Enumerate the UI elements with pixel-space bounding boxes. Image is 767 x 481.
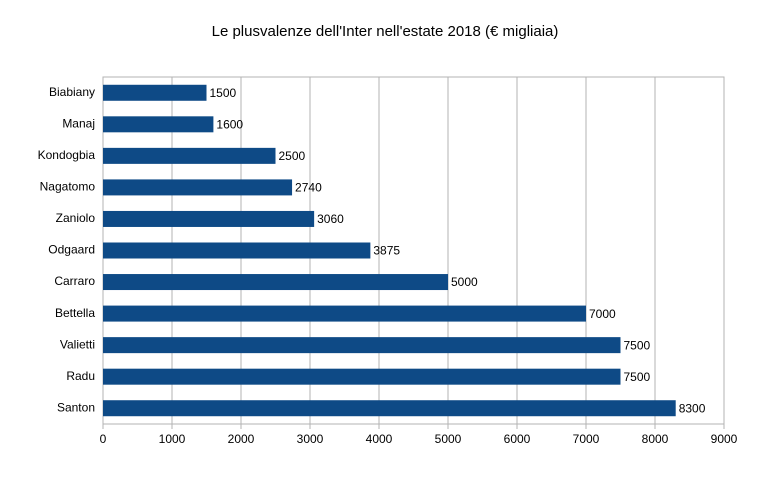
y-tick-label: Santon [57,400,95,414]
bar [103,116,214,133]
data-label: 3875 [373,244,400,258]
x-tick-label: 3000 [297,432,324,446]
data-label: 1500 [210,86,237,100]
x-tick-label: 5000 [435,432,462,446]
bar [103,305,586,322]
bar [103,400,676,417]
bar [103,337,621,354]
data-label: 7500 [624,370,651,384]
data-label: 2740 [295,181,322,195]
y-tick-label: Odgaard [48,243,95,257]
bar [103,210,315,227]
data-label: 7500 [624,338,651,352]
y-tick-label: Carraro [54,274,95,288]
y-tick-label: Kondogbia [38,148,96,162]
y-tick-label: Biabiany [49,85,95,99]
bar [103,242,371,259]
bar [103,179,293,196]
x-tick-label: 1000 [159,432,186,446]
y-tick-label: Zaniolo [56,211,96,225]
x-tick-label: 6000 [504,432,531,446]
y-tick-label: Nagatomo [40,180,96,194]
data-label: 5000 [451,275,478,289]
bar [103,84,207,101]
bar [103,147,276,164]
x-tick-label: 0 [100,432,107,446]
bar [103,274,448,291]
y-tick-label: Radu [66,369,95,383]
x-tick-label: 2000 [228,432,255,446]
bar [103,368,621,385]
y-tick-label: Manaj [62,116,95,130]
x-tick-label: 8000 [642,432,669,446]
x-tick-label: 4000 [366,432,393,446]
data-label: 8300 [679,401,706,415]
data-label: 3060 [317,212,344,226]
y-tick-label: Valietti [60,337,95,351]
y-tick-label: Bettella [55,306,95,320]
data-label: 2500 [279,149,306,163]
x-tick-label: 7000 [573,432,600,446]
data-label: 7000 [589,307,616,321]
data-label: 1600 [216,117,243,131]
chart-title: Le plusvalenze dell'Inter nell'estate 20… [212,23,559,40]
x-tick-label: 9000 [711,432,738,446]
